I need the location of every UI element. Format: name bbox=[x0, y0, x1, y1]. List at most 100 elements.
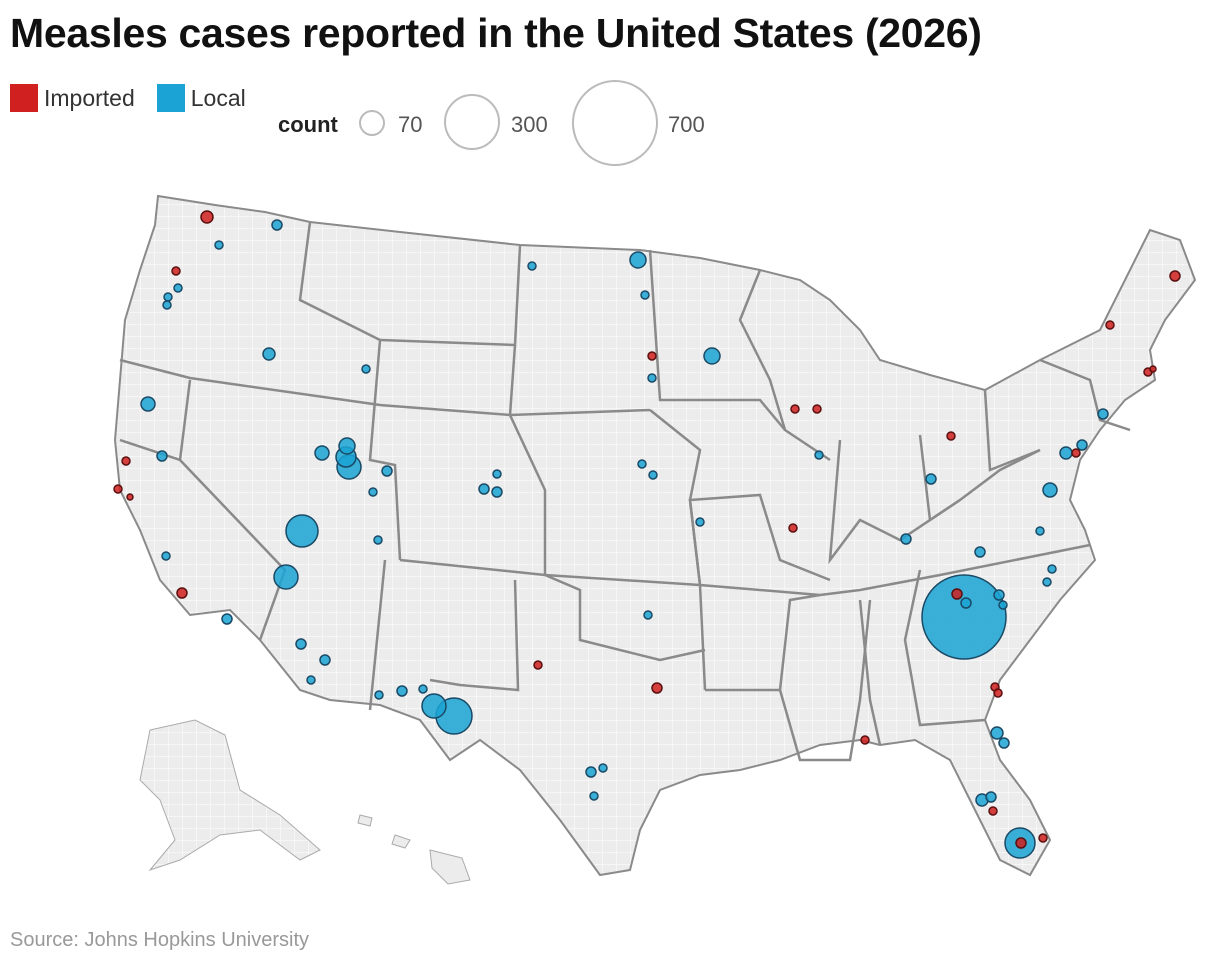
point-ny-1 bbox=[1097, 408, 1109, 420]
point-tx-2 bbox=[598, 763, 608, 773]
point-wa-imported-1 bbox=[200, 210, 214, 224]
point-wi-imported-2 bbox=[812, 404, 822, 414]
point-mo-imported-1 bbox=[788, 523, 798, 533]
local-points bbox=[140, 219, 1109, 859]
point-wa-5 bbox=[162, 300, 172, 310]
imported-points bbox=[113, 210, 1181, 849]
point-hennepin-local bbox=[703, 347, 721, 365]
point-mohave-local bbox=[285, 514, 319, 548]
point-sc-imported-1 bbox=[951, 588, 963, 600]
point-nc-1 bbox=[1047, 564, 1057, 574]
point-az-1 bbox=[295, 638, 307, 650]
point-co-3 bbox=[492, 469, 502, 479]
point-mn-imported-1 bbox=[647, 351, 657, 361]
point-ky-1 bbox=[900, 533, 912, 545]
point-ca-1 bbox=[156, 450, 168, 462]
point-il-1 bbox=[814, 450, 824, 460]
point-ne-1 bbox=[637, 459, 647, 469]
point-tx-imported-2 bbox=[651, 682, 663, 694]
point-sc-2 bbox=[993, 589, 1005, 601]
legend-local-label: Local bbox=[190, 84, 246, 111]
point-oregon-local bbox=[140, 396, 156, 412]
point-nj-1 bbox=[1076, 439, 1088, 451]
size-legend-circle-small bbox=[359, 110, 385, 136]
point-wa-imported-2 bbox=[171, 266, 181, 276]
point-fl-4 bbox=[998, 737, 1010, 749]
us-map bbox=[113, 194, 1197, 885]
point-ok-1 bbox=[643, 610, 653, 620]
point-oh-1 bbox=[925, 473, 937, 485]
point-fl-imported-1 bbox=[988, 806, 998, 816]
point-denver-1 bbox=[478, 483, 490, 495]
point-la-imported-1 bbox=[860, 735, 870, 745]
point-wa-4 bbox=[163, 292, 173, 302]
point-ut-3 bbox=[381, 465, 393, 477]
point-fl-3 bbox=[990, 726, 1004, 740]
size-legend-circle-large bbox=[572, 80, 658, 166]
point-denver-2 bbox=[491, 486, 503, 498]
point-ca-imported-3 bbox=[126, 493, 134, 501]
contiguous-us-landmass bbox=[113, 194, 1197, 877]
point-sc-3 bbox=[998, 600, 1008, 610]
point-ca-imported-1 bbox=[121, 456, 131, 466]
point-spartanburg-local bbox=[921, 574, 1007, 660]
point-wa-3 bbox=[173, 283, 183, 293]
color-legend: Imported Local bbox=[10, 84, 246, 112]
point-nd-3 bbox=[527, 261, 537, 271]
size-legend-title: count bbox=[278, 112, 338, 137]
point-nj-imported-1 bbox=[1071, 448, 1081, 458]
point-ut-5 bbox=[368, 487, 378, 497]
point-fl-imported-3 bbox=[1038, 833, 1048, 843]
point-tx-1 bbox=[585, 766, 597, 778]
point-pa-local bbox=[1059, 446, 1073, 460]
point-ks-1 bbox=[695, 517, 705, 527]
point-ga-imported-2 bbox=[993, 688, 1003, 698]
point-dona-ana-local bbox=[421, 693, 447, 719]
state-borders bbox=[119, 221, 1131, 762]
point-wa-2 bbox=[214, 240, 224, 250]
point-ca-3 bbox=[221, 613, 233, 625]
point-utah-2-local bbox=[314, 445, 330, 461]
point-az-2 bbox=[319, 654, 331, 666]
legend-imported: Imported bbox=[10, 84, 135, 112]
point-mn-2 bbox=[647, 373, 657, 383]
point-wi-imported-1 bbox=[790, 404, 800, 414]
legend-imported-label: Imported bbox=[44, 84, 135, 111]
point-me-imported-1 bbox=[1169, 270, 1181, 282]
point-md-local bbox=[1042, 482, 1058, 498]
point-az-3 bbox=[306, 675, 316, 685]
alaska-landmass bbox=[139, 719, 321, 872]
size-legend-value-small: 70 bbox=[398, 112, 423, 137]
point-davis-local bbox=[338, 437, 356, 455]
point-cass-local bbox=[629, 251, 647, 269]
point-ma-imported-2 bbox=[1149, 365, 1157, 373]
point-sc-4 bbox=[960, 597, 972, 609]
chart-title: Measles cases reported in the United Sta… bbox=[10, 10, 982, 56]
point-idaho-local bbox=[262, 347, 276, 361]
size-legend-circle-medium bbox=[444, 94, 500, 150]
point-ut-4 bbox=[373, 535, 383, 545]
point-nm-3 bbox=[418, 684, 428, 694]
point-ca-imported-4 bbox=[176, 587, 188, 599]
source-note: Source: Johns Hopkins University bbox=[10, 929, 310, 951]
hawaii-islands bbox=[357, 814, 471, 885]
point-tx-3 bbox=[589, 791, 599, 801]
legend-local: Local bbox=[156, 84, 246, 112]
point-sc-1 bbox=[974, 546, 986, 558]
point-nm-2 bbox=[374, 690, 384, 700]
point-oh-imported-1 bbox=[946, 431, 956, 441]
point-wa-1 bbox=[271, 219, 283, 231]
point-fl-2 bbox=[985, 791, 997, 803]
point-ca-2 bbox=[161, 551, 171, 561]
point-id-2 bbox=[361, 364, 371, 374]
point-tx-imported-1 bbox=[533, 660, 543, 670]
point-nm-1 bbox=[396, 685, 408, 697]
size-legend-value-medium: 300 bbox=[511, 112, 548, 137]
point-ca-imported-2 bbox=[113, 484, 123, 494]
imported-swatch bbox=[10, 84, 38, 112]
size-legend-value-large: 700 bbox=[668, 112, 705, 137]
point-nh-imported-1 bbox=[1105, 320, 1115, 330]
point-nd-2 bbox=[640, 290, 650, 300]
point-washington-ut-local bbox=[273, 564, 299, 590]
point-va-1 bbox=[1035, 526, 1045, 536]
